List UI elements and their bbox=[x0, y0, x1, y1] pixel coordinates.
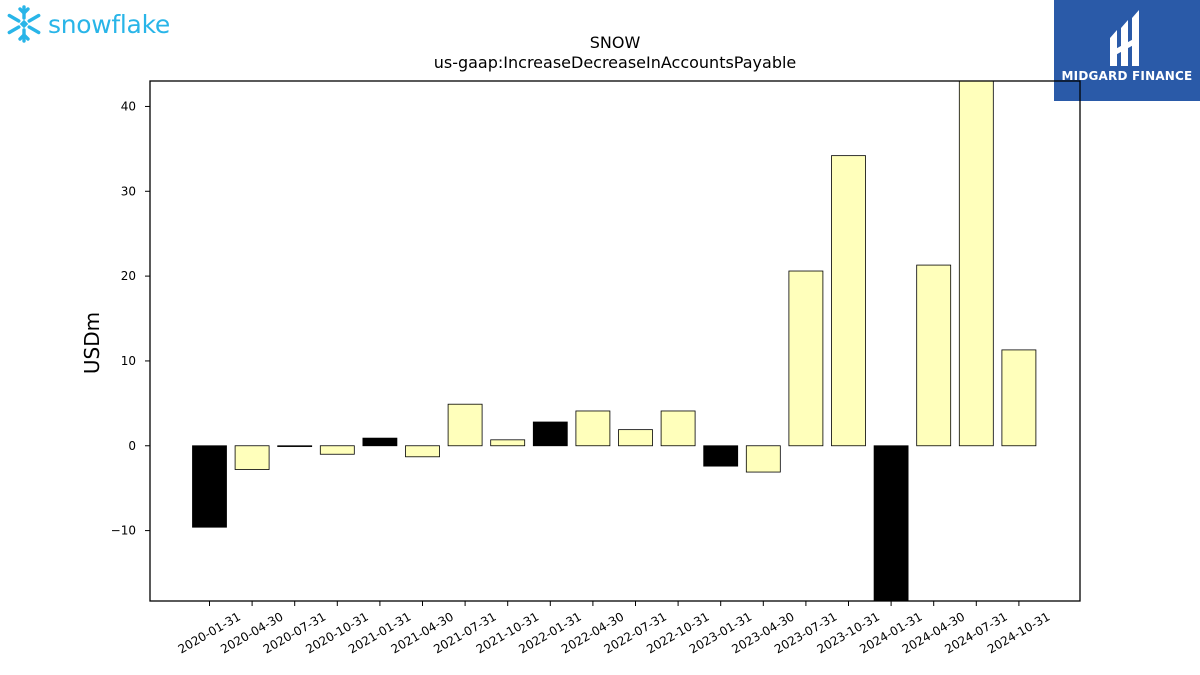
snowflake-icon bbox=[7, 5, 41, 43]
snowflake-logo: snowflake bbox=[4, 4, 170, 44]
y-axis-ticks: −10 0 10 20 30 40 bbox=[111, 99, 150, 538]
bar-2023-01-31 bbox=[703, 445, 739, 467]
midgard-finance-logo: MIDGARD FINANCE bbox=[1054, 0, 1200, 101]
bar-2022-10-31 bbox=[660, 410, 696, 447]
bar-2023-07-31 bbox=[788, 270, 824, 447]
y-tick-label: 30 bbox=[121, 184, 136, 198]
chart-title: SNOW bbox=[590, 33, 641, 52]
bar-2024-07-31 bbox=[958, 80, 994, 447]
bar-2020-07-31 bbox=[277, 445, 313, 448]
bar-2020-10-31 bbox=[319, 445, 355, 455]
bar-2020-01-31 bbox=[192, 445, 227, 528]
bar-2021-10-31 bbox=[490, 439, 526, 447]
snowflake-wordmark: snowflake bbox=[48, 9, 170, 39]
bar-2022-01-31 bbox=[532, 421, 568, 447]
y-tick-label: 0 bbox=[128, 439, 136, 453]
bar-2023-10-31 bbox=[831, 155, 866, 447]
bar-2022-04-30 bbox=[575, 410, 611, 447]
midgard-wordmark: MIDGARD FINANCE bbox=[1061, 69, 1193, 83]
x-axis-ticks: 2020-01-312020-04-302020-07-312020-10-31… bbox=[176, 601, 1052, 656]
y-tick-label: −10 bbox=[111, 524, 136, 538]
bar-2021-04-30 bbox=[405, 445, 440, 458]
midgard-emblem-icon bbox=[1110, 10, 1139, 66]
y-tick-label: 20 bbox=[121, 269, 136, 283]
y-axis-label: USDm bbox=[80, 312, 104, 374]
bars-group bbox=[192, 80, 1037, 602]
bar-2024-10-31 bbox=[1001, 349, 1037, 447]
bar-2020-04-30 bbox=[234, 445, 270, 470]
bar-2021-01-31 bbox=[362, 437, 398, 447]
chart-subtitle: us-gaap:IncreaseDecreaseInAccountsPayabl… bbox=[434, 53, 797, 72]
bar-2021-07-31 bbox=[447, 403, 483, 447]
y-tick-label: 40 bbox=[121, 99, 136, 113]
bar-2023-04-30 bbox=[745, 445, 781, 473]
bar-2024-04-30 bbox=[916, 264, 952, 447]
y-tick-label: 10 bbox=[121, 354, 136, 368]
plot-frame bbox=[149, 80, 1081, 602]
bar-2022-07-31 bbox=[618, 429, 653, 447]
bar-2024-01-31 bbox=[873, 445, 909, 602]
